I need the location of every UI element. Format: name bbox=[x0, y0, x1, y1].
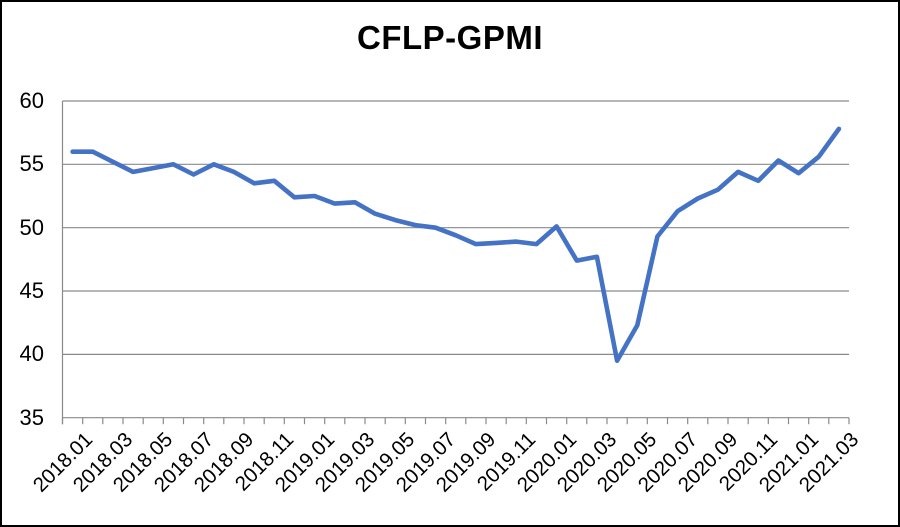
y-tick-label-50: 50 bbox=[19, 214, 44, 240]
y-tick-label-45: 45 bbox=[19, 278, 44, 304]
chart-title: CFLP-GPMI bbox=[357, 19, 543, 56]
y-tick-label-35: 35 bbox=[19, 404, 44, 430]
y-tick-label-55: 55 bbox=[19, 151, 44, 177]
y-tick-label-40: 40 bbox=[19, 341, 44, 367]
gpmi-line-series bbox=[70, 126, 842, 364]
y-tick-label-60: 60 bbox=[19, 88, 44, 113]
